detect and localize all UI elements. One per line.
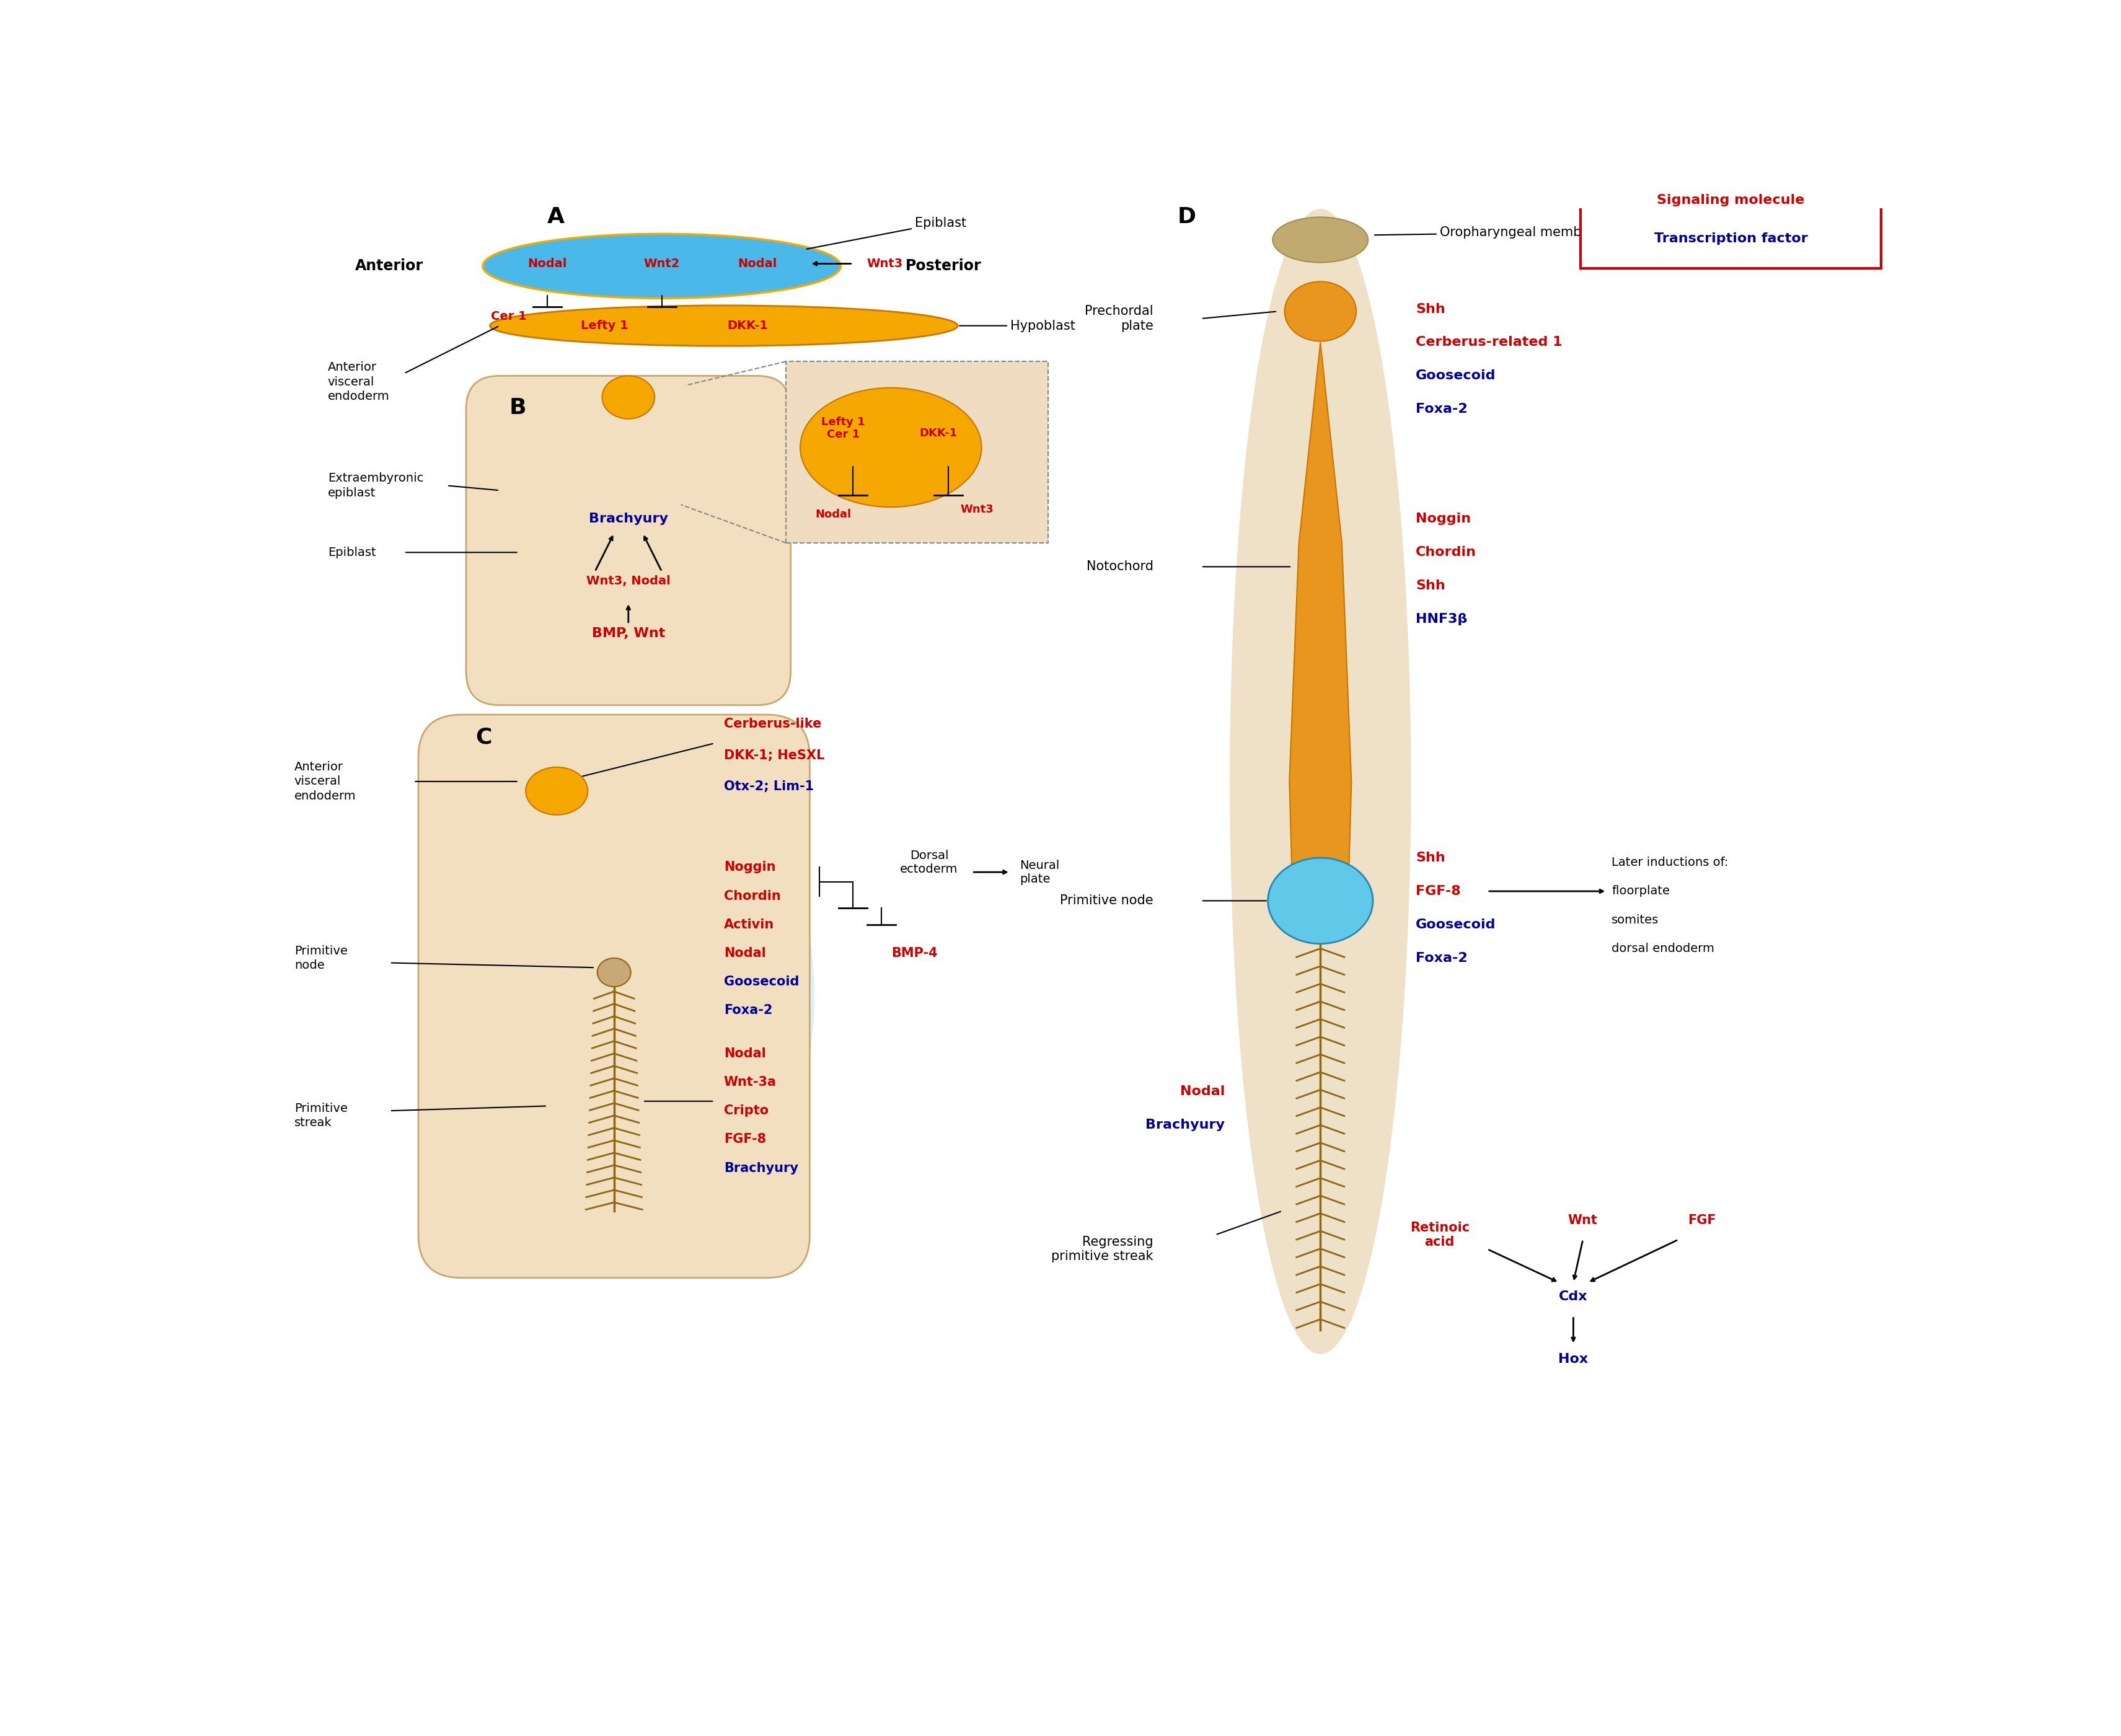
FancyBboxPatch shape [787, 361, 1048, 543]
Text: Notochord: Notochord [1086, 561, 1154, 573]
Text: Cdx: Cdx [1559, 1290, 1589, 1304]
Text: B: B [509, 398, 526, 418]
Text: Goosecoid: Goosecoid [723, 976, 800, 988]
Text: Oropharyngeal membrane: Oropharyngeal membrane [1374, 226, 1610, 240]
Text: dorsal endoderm: dorsal endoderm [1612, 943, 1714, 955]
Ellipse shape [490, 306, 959, 345]
Text: FGF-8: FGF-8 [723, 1134, 766, 1146]
Text: Nodal: Nodal [723, 948, 766, 960]
Text: Posterior: Posterior [906, 259, 982, 274]
Ellipse shape [1273, 217, 1368, 262]
Ellipse shape [443, 729, 814, 1264]
Text: Nodal: Nodal [528, 257, 566, 269]
Text: Lefty 1: Lefty 1 [581, 319, 628, 332]
Text: Transcription factor: Transcription factor [1654, 233, 1807, 245]
Text: Signaling molecule: Signaling molecule [1657, 194, 1805, 207]
Ellipse shape [481, 399, 776, 686]
Ellipse shape [1285, 281, 1355, 342]
Ellipse shape [526, 767, 588, 814]
Text: Wnt: Wnt [1567, 1213, 1597, 1227]
Text: Later inductions of:: Later inductions of: [1612, 856, 1729, 868]
Text: A: A [547, 207, 564, 227]
Text: Brachyury: Brachyury [590, 512, 668, 526]
Text: DKK-1: DKK-1 [921, 427, 957, 439]
Text: Nodal: Nodal [738, 257, 776, 269]
Text: Wnt3: Wnt3 [961, 503, 993, 516]
FancyBboxPatch shape [467, 375, 791, 705]
Text: Foxa-2: Foxa-2 [1417, 403, 1468, 415]
Text: Shh: Shh [1417, 302, 1444, 316]
FancyBboxPatch shape [418, 715, 810, 1278]
Text: Brachyury: Brachyury [1145, 1120, 1226, 1132]
Text: floorplate: floorplate [1612, 885, 1669, 898]
Text: Noggin: Noggin [1417, 512, 1472, 526]
Text: HNF3β: HNF3β [1417, 613, 1468, 625]
Text: FGF-8: FGF-8 [1417, 885, 1461, 898]
Ellipse shape [800, 387, 982, 507]
Polygon shape [1290, 342, 1351, 868]
Text: Epiblast: Epiblast [329, 547, 375, 559]
Text: Chordin: Chordin [723, 891, 781, 903]
Text: Hox: Hox [1559, 1352, 1589, 1364]
Text: Cripto: Cripto [723, 1104, 768, 1116]
Text: Wnt2: Wnt2 [643, 257, 681, 269]
Text: Cer 1: Cer 1 [492, 311, 526, 323]
Text: Goosecoid: Goosecoid [1417, 370, 1495, 382]
Text: Retinoic
acid: Retinoic acid [1410, 1222, 1470, 1248]
FancyBboxPatch shape [1580, 174, 1881, 269]
Text: D: D [1177, 207, 1196, 227]
Text: Wnt-3a: Wnt-3a [723, 1076, 776, 1088]
Text: Wnt3, Nodal: Wnt3, Nodal [585, 575, 670, 587]
Text: Goosecoid: Goosecoid [1417, 918, 1495, 930]
Text: Brachyury: Brachyury [723, 1161, 797, 1174]
Text: Epiblast: Epiblast [806, 217, 967, 248]
Text: DKK-1: DKK-1 [728, 319, 768, 332]
Text: Cerberus-like: Cerberus-like [723, 719, 821, 731]
Text: Nodal: Nodal [723, 1047, 766, 1059]
Text: Activin: Activin [723, 918, 774, 930]
Text: BMP, Wnt: BMP, Wnt [592, 627, 666, 641]
Text: Primitive
streak: Primitive streak [295, 1102, 348, 1128]
Text: Nodal: Nodal [1179, 1085, 1226, 1097]
Text: FGF: FGF [1688, 1213, 1716, 1227]
Ellipse shape [602, 375, 655, 418]
Text: Anterior: Anterior [354, 259, 424, 274]
Text: Anterior
visceral
endoderm: Anterior visceral endoderm [329, 361, 390, 403]
Text: BMP-4: BMP-4 [891, 948, 937, 960]
Text: Primitive node: Primitive node [1060, 894, 1154, 906]
Text: somites: somites [1612, 913, 1659, 925]
Ellipse shape [1268, 858, 1372, 944]
Text: Shh: Shh [1417, 852, 1444, 865]
Text: Noggin: Noggin [723, 861, 776, 873]
Text: Primitive
node: Primitive node [295, 944, 348, 970]
Text: Chordin: Chordin [1417, 547, 1476, 559]
Text: DKK-1; HeSXL: DKK-1; HeSXL [723, 748, 825, 762]
Text: Shh: Shh [1417, 580, 1444, 592]
Text: C: C [475, 727, 492, 748]
Text: Otx-2; Lim-1: Otx-2; Lim-1 [723, 779, 814, 792]
Text: Dorsal
ectoderm: Dorsal ectoderm [899, 851, 959, 875]
Text: Anterior
visceral
endoderm: Anterior visceral endoderm [295, 760, 356, 802]
Text: Prechordal
plate: Prechordal plate [1084, 306, 1154, 332]
Text: Foxa-2: Foxa-2 [1417, 951, 1468, 963]
Text: Neural
plate: Neural plate [1020, 859, 1060, 885]
Ellipse shape [1230, 208, 1410, 1354]
Text: Lefty 1
Cer 1: Lefty 1 Cer 1 [821, 417, 865, 441]
Text: Nodal: Nodal [817, 509, 853, 519]
Text: Foxa-2: Foxa-2 [723, 1005, 772, 1017]
Ellipse shape [484, 234, 840, 299]
Text: Hypoblast: Hypoblast [959, 319, 1075, 332]
Text: Regressing
primitive streak: Regressing primitive streak [1052, 1236, 1154, 1262]
Text: Cerberus-related 1: Cerberus-related 1 [1417, 337, 1563, 349]
Text: Extraembyronic
epiblast: Extraembyronic epiblast [329, 472, 424, 498]
Ellipse shape [598, 958, 630, 986]
Text: Wnt3: Wnt3 [867, 257, 904, 269]
